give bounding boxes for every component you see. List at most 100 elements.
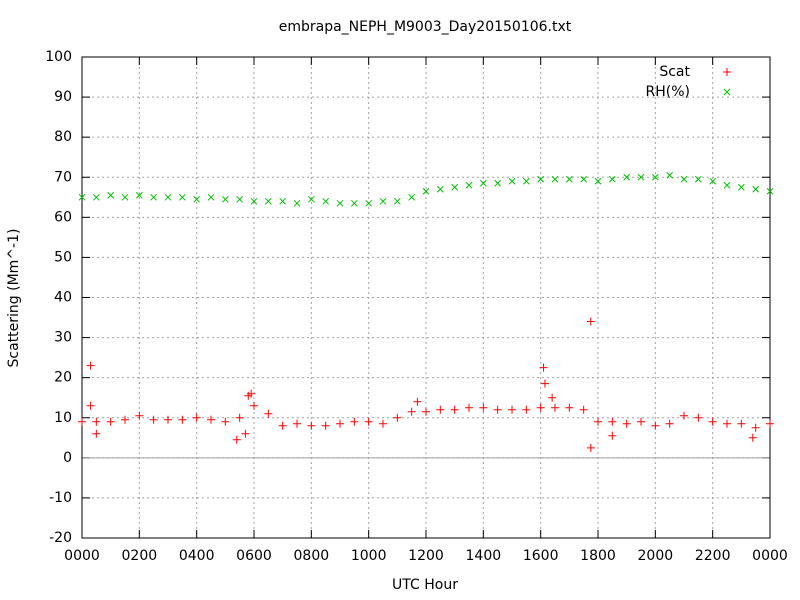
point: [193, 195, 201, 203]
y-tick-label: 90: [54, 89, 72, 105]
point: [565, 403, 574, 412]
point: [451, 183, 459, 191]
point: [450, 405, 459, 414]
point: [164, 193, 172, 201]
point: [637, 417, 645, 426]
point: [221, 417, 230, 426]
point: [232, 435, 241, 444]
point: [178, 415, 187, 424]
point: [86, 401, 95, 410]
y-tick-label: 50: [54, 249, 72, 265]
point: [551, 403, 559, 412]
point: [680, 411, 688, 420]
x-tick-label: 0800: [294, 548, 330, 564]
y-tick-label: -10: [49, 490, 72, 506]
legend-label: Scat: [659, 64, 690, 80]
x-tick-label: 1200: [408, 548, 444, 564]
point: [436, 185, 444, 193]
point: [250, 401, 258, 410]
y-tick-label: 30: [54, 330, 72, 346]
point: [278, 421, 287, 430]
point: [586, 443, 595, 452]
point: [694, 413, 703, 422]
point: [393, 197, 401, 205]
y-tick-label: 0: [63, 450, 72, 466]
point: [279, 197, 287, 205]
point: [522, 177, 530, 185]
point: [479, 403, 488, 412]
point: [322, 197, 330, 205]
x-tick-label: 0000: [752, 548, 788, 564]
point: [594, 177, 602, 185]
point: [221, 195, 229, 203]
point: [293, 199, 301, 207]
y-tick-label: 10: [54, 410, 72, 426]
point: [178, 193, 186, 201]
point: [307, 421, 316, 430]
point: [522, 405, 531, 414]
point: [766, 419, 774, 428]
point: [748, 433, 757, 442]
point: [121, 193, 129, 201]
point: [135, 191, 143, 199]
plot-border: [81, 56, 771, 539]
point: [548, 393, 557, 402]
point: [92, 193, 100, 201]
point: [264, 197, 272, 205]
point: [586, 317, 595, 326]
point: [393, 413, 402, 422]
point: [86, 361, 95, 370]
y-tick-label: 60: [54, 209, 72, 225]
point: [350, 199, 358, 207]
point: [250, 197, 258, 205]
point: [737, 419, 746, 428]
chart-title: embrapa_NEPH_M9003_Day20150106.txt: [279, 19, 572, 35]
point: [207, 193, 215, 201]
point: [766, 187, 774, 195]
y-tick-label: 80: [54, 129, 72, 145]
point: [536, 403, 545, 412]
point: [479, 179, 487, 187]
point: [608, 175, 616, 183]
legend-marker: [723, 68, 731, 76]
point: [92, 417, 101, 426]
point: [508, 405, 516, 414]
point: [537, 175, 545, 183]
x-axis-label: UTC Hour: [392, 577, 458, 593]
y-tick-label: 20: [54, 370, 72, 386]
point: [551, 175, 559, 183]
point: [207, 415, 215, 424]
point: [78, 193, 86, 201]
x-tick-label: 0400: [179, 548, 215, 564]
point: [752, 185, 760, 193]
point: [465, 403, 473, 412]
y-tick-label: 40: [54, 290, 72, 306]
x-tick-label: 2000: [638, 548, 674, 564]
point: [737, 183, 745, 191]
point: [192, 413, 201, 422]
point: [680, 175, 688, 183]
point: [565, 175, 573, 183]
y-tick-label: -20: [49, 530, 72, 546]
point: [422, 187, 430, 195]
point: [539, 363, 548, 372]
point: [723, 181, 731, 189]
point: [121, 415, 129, 424]
point: [465, 181, 473, 189]
x-tick-label: 0600: [236, 548, 272, 564]
point: [78, 417, 86, 426]
point: [235, 413, 244, 422]
y-tick-label: 70: [54, 169, 72, 185]
point: [336, 419, 344, 428]
point: [149, 415, 158, 424]
point: [150, 193, 158, 201]
point: [540, 379, 549, 388]
point: [379, 419, 387, 428]
x-tick-label: 1400: [466, 548, 502, 564]
point: [651, 421, 660, 430]
x-tick-label: 1600: [523, 548, 559, 564]
point: [379, 197, 387, 205]
x-tick-label: 1800: [580, 548, 616, 564]
